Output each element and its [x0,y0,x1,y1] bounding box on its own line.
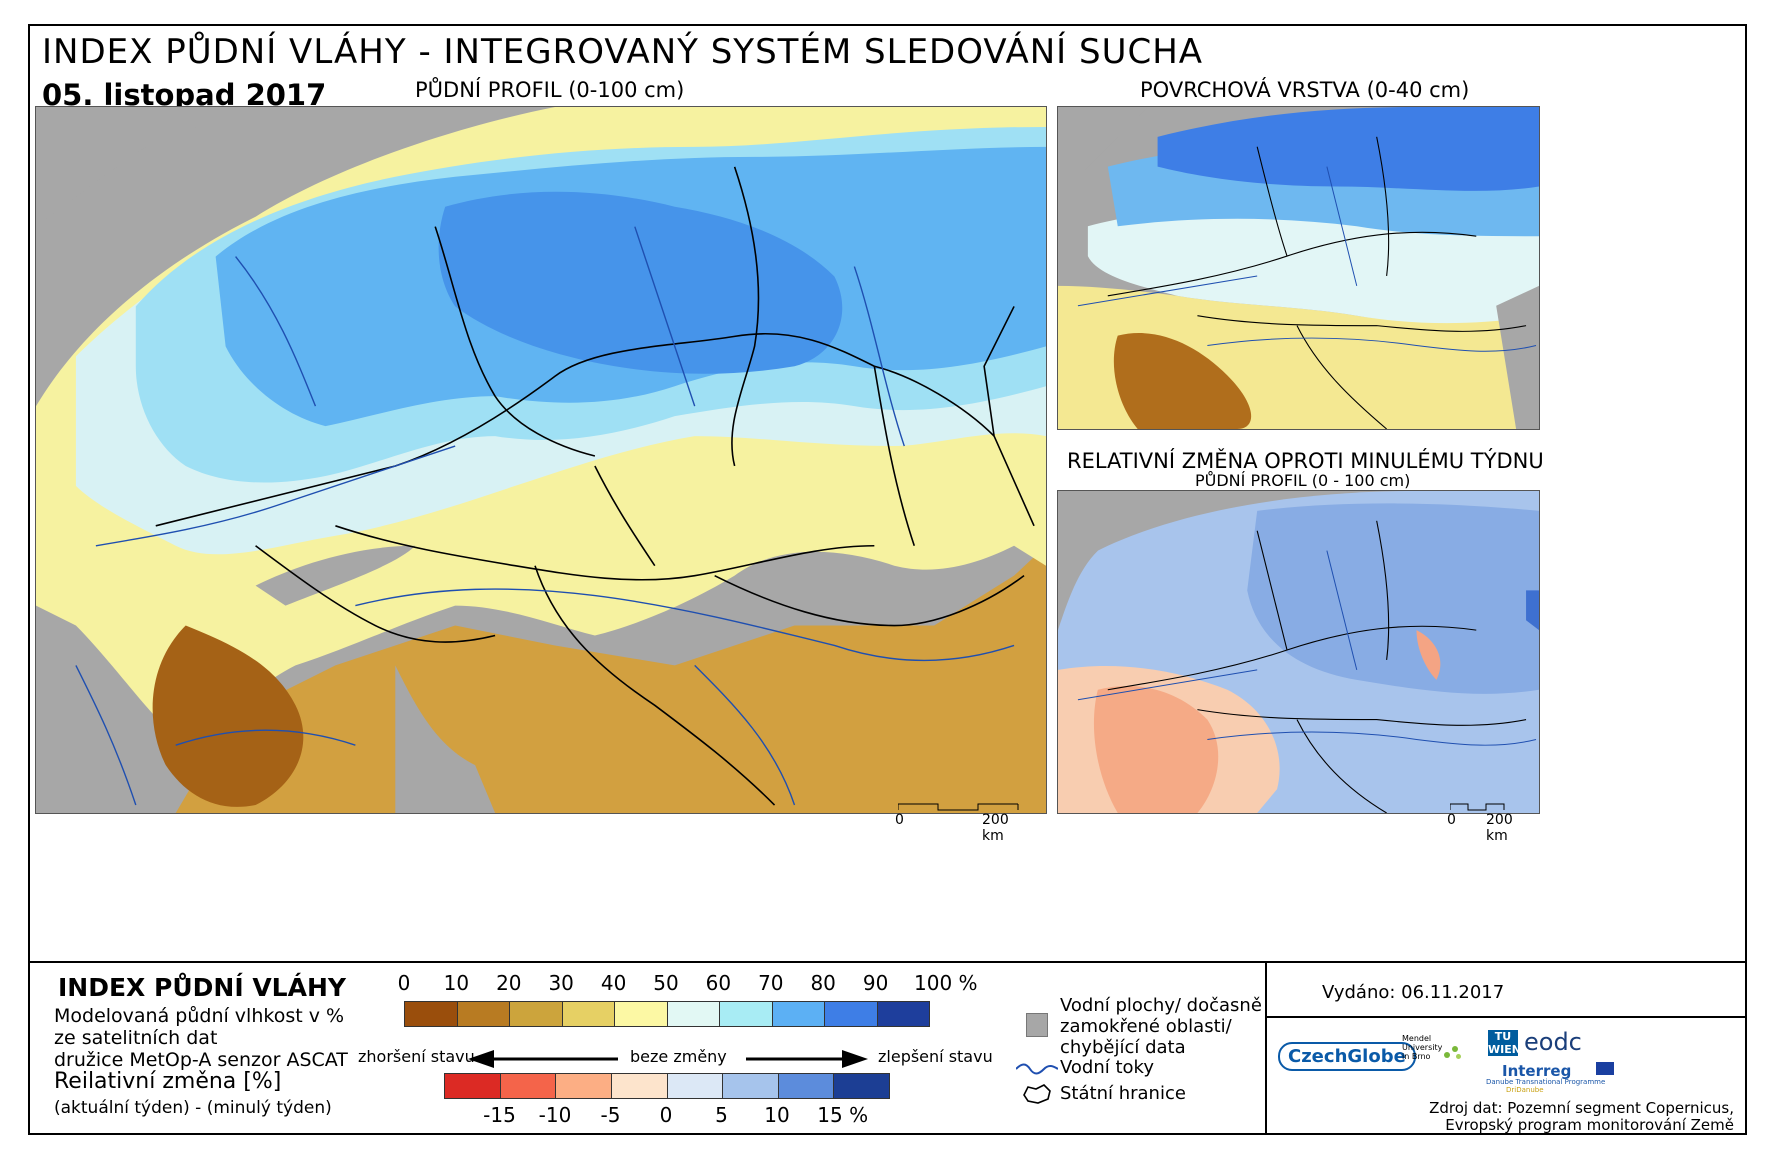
index-tick-label: 20 [496,971,522,995]
index-tick-label: 10 [443,971,470,995]
change-tick-label: 0 [659,1103,673,1127]
missing-data-line: chybějící data [1060,1037,1186,1058]
change-color-swatch [778,1074,835,1098]
index-tick-label: 0 [397,971,411,995]
tu-wien-logo: TU WIEN [1488,1030,1521,1056]
change-map-label: RELATIVNÍ ZMĚNA OPROTI MINULÉMU TÝDNU [1067,449,1544,473]
legend-title: INDEX PŮDNÍ VLÁHY [58,973,346,1002]
change-tick-label: -15 [483,1103,516,1127]
change-color-swatch [500,1074,557,1098]
index-tick-label: 40 [600,971,627,995]
legend-description-line: ze satelitních dat [54,1027,218,1049]
mendel-logo: Mendel University in Brno [1402,1034,1443,1061]
rivers-label: Vodní toky [1060,1057,1154,1078]
index-color-swatch [877,1002,929,1026]
index-color-swatch [720,1002,773,1026]
data-source-line: Zdroj dat: Pozemní segment Copernicus, [1429,1099,1734,1117]
issued-divider [1267,1016,1745,1018]
index-tick-label: 50 [653,971,679,995]
legend-divider [1265,961,1267,1133]
change-tick-label: -5 [600,1103,621,1127]
change-color-swatch [723,1074,779,1098]
missing-data-line: zamokřené oblasti/ [1060,1016,1232,1037]
danube-programme-label: Danube Transnational Programme [1486,1078,1606,1086]
river-line-icon [1016,1063,1058,1075]
change-color-swatch [445,1074,501,1098]
change-color-bar [444,1073,890,1099]
nochange-label: beze změny [630,1047,727,1066]
issued-date: Vydáno: 06.11.2017 [1322,982,1505,1003]
index-color-swatch [772,1002,825,1026]
missing-data-line: Vodní plochy/ dočasně [1060,995,1262,1016]
index-color-swatch [615,1002,668,1026]
index-color-swatch [457,1002,510,1026]
legend-description-line: družice MetOp-A senzor ASCAT [54,1049,348,1071]
change-tick-label: -10 [538,1103,572,1127]
change-title: Reilativní změna [%] [54,1069,282,1094]
interreg-logo: Interreg [1502,1062,1572,1080]
weekly-change-map [1057,490,1540,814]
change-formula: (aktuální týden) - (minulý týden) [54,1098,332,1118]
legend-panel: INDEX PŮDNÍ VLÁHY Modelovaná půdní vlhko… [30,961,1745,1135]
scalebar-zero: 0 [895,812,904,828]
eu-flag-icon [1596,1062,1614,1075]
border-outline-icon [1023,1084,1051,1104]
legend-description: Modelovaná půdní vlhkost v % ze satelitn… [54,1005,348,1071]
page-title: INDEX PŮDNÍ VLÁHY - INTEGROVANÝ SYSTÉM S… [42,32,1204,72]
change-tick-label: 10 [764,1103,790,1127]
change-color-swatch [834,1074,889,1098]
change-color-swatch [611,1074,668,1098]
poster-frame: INDEX PŮDNÍ VLÁHY - INTEGROVANÝ SYSTÉM S… [28,24,1747,1135]
index-color-swatch [405,1002,458,1026]
inset-scalebar-distance: 200 km [1486,812,1513,844]
index-tick-label: 100 % [914,971,978,995]
borders-label: Státní hranice [1060,1083,1186,1104]
missing-data-swatch [1026,1013,1048,1037]
data-source-line: Evropský program monitorování Země [1445,1116,1734,1134]
index-color-swatch [562,1002,615,1026]
change-color-swatch [556,1074,612,1098]
mendel-dots-icon [1442,1042,1462,1062]
eodc-logo: eodc [1524,1028,1582,1056]
change-tick-label: 5 [715,1103,728,1127]
index-color-swatch [510,1002,563,1026]
inset-scalebar-zero: 0 [1447,812,1456,828]
index-tick-label: 70 [758,971,784,995]
worse-label: zhoršení stavu [358,1047,475,1066]
surface-map-label: POVRCHOVÁ VRSTVA (0-40 cm) [1140,78,1470,102]
czechglobe-logo: CzechGlobe [1278,1042,1416,1071]
change-color-swatch [667,1074,724,1098]
data-source: Zdroj dat: Pozemní segment Copernicus, E… [1272,1100,1734,1134]
change-tick-label: 15 % [817,1103,869,1127]
index-tick-label: 60 [705,971,732,995]
index-tick-label: 80 [810,971,836,995]
partner-logos: CzechGlobe Mendel University in Brno TU … [1274,1028,1736,1094]
index-color-swatch [825,1002,878,1026]
index-tick-label: 90 [862,971,889,995]
main-soil-moisture-map [35,106,1047,814]
surface-layer-map [1057,106,1540,430]
index-color-swatch [667,1002,720,1026]
better-label: zlepšení stavu [878,1047,993,1066]
main-map-label: PŮDNÍ PROFIL (0-100 cm) [415,78,685,102]
change-map-sublabel: PŮDNÍ PROFIL (0 - 100 cm) [1195,471,1411,490]
index-color-bar [404,1001,930,1027]
change-direction-arrow [468,1050,868,1068]
dridanube-label: DriDanube [1506,1086,1544,1094]
legend-description-line: Modelovaná půdní vlhkost v % [54,1005,345,1027]
index-tick-label: 30 [548,971,574,995]
scalebar-distance: 200 km [982,812,1009,844]
missing-data-label: Vodní plochy/ dočasně zamokřené oblasti/… [1060,995,1262,1058]
